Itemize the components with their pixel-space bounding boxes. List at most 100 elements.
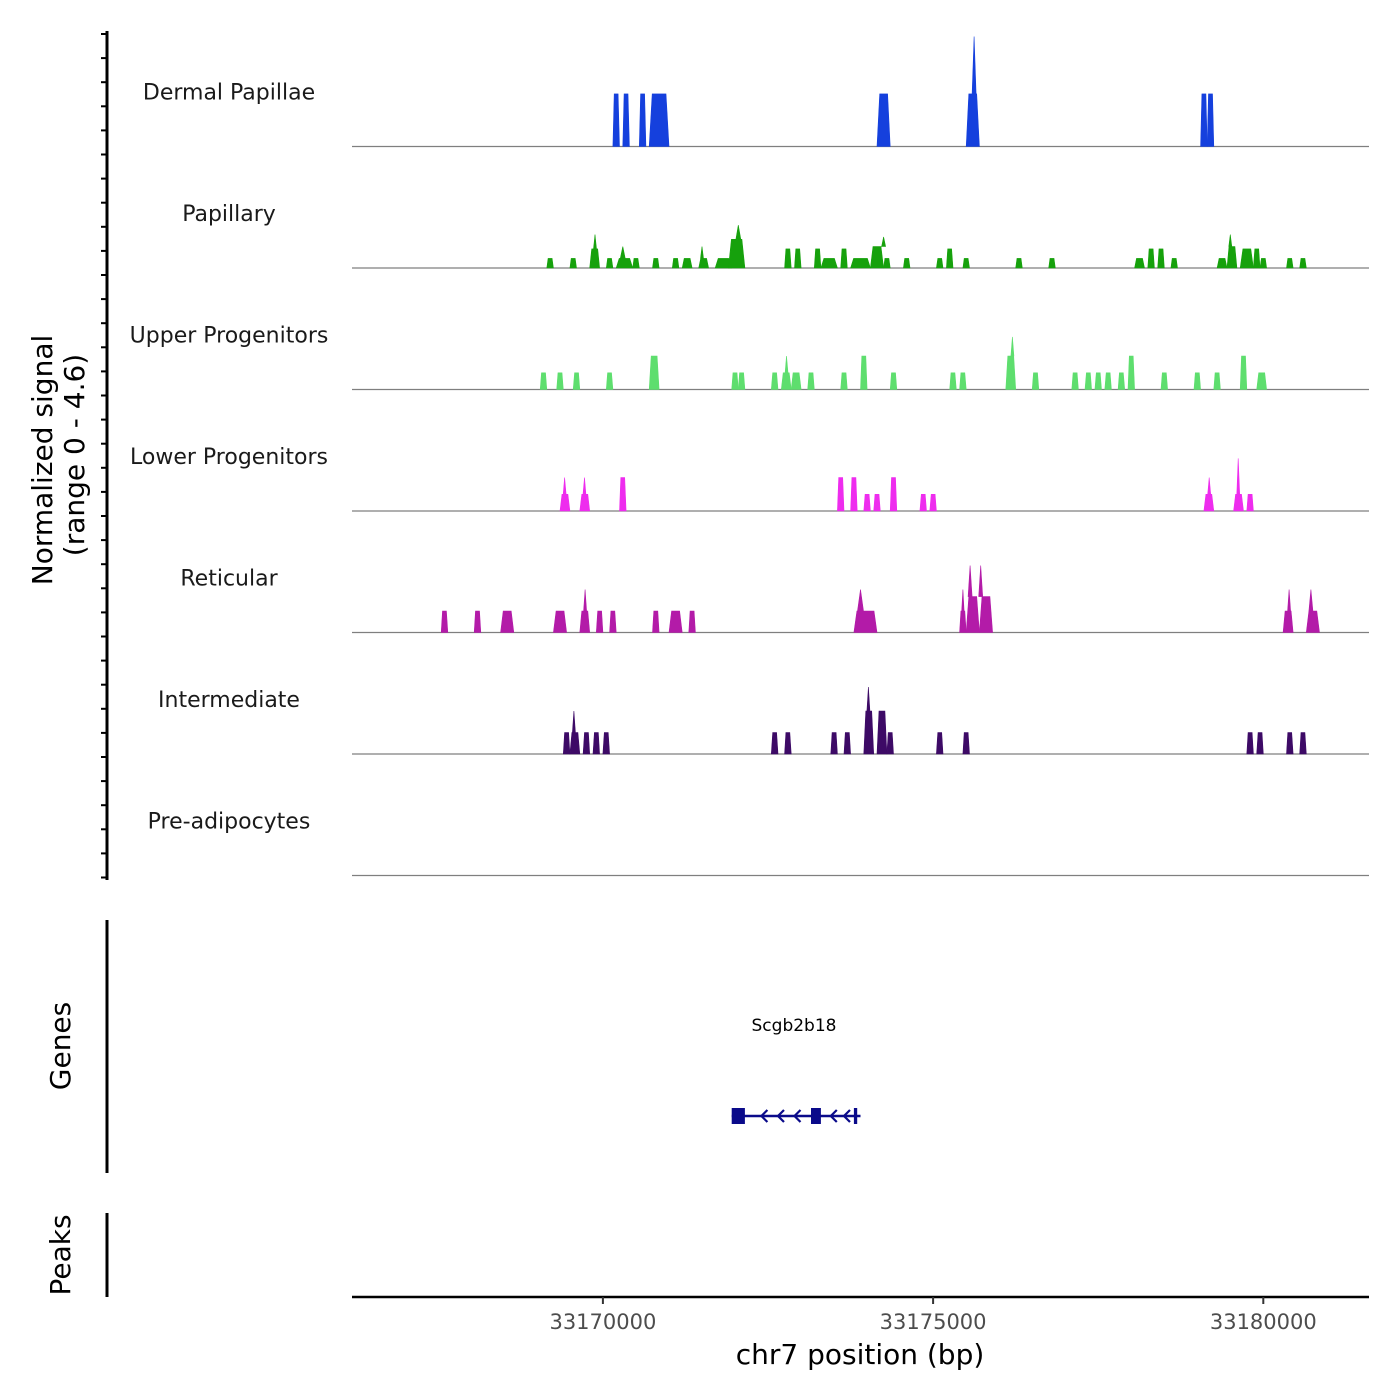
signal-peak bbox=[589, 234, 600, 269]
signal-peak bbox=[1071, 372, 1079, 390]
signal-peak bbox=[876, 93, 891, 147]
signal-peak bbox=[889, 372, 898, 390]
signal-peak bbox=[648, 355, 660, 390]
signal-peak bbox=[903, 258, 911, 269]
signal-peak bbox=[1206, 93, 1215, 147]
track-label: Pre-adipocytes bbox=[148, 810, 311, 835]
strand-arrow bbox=[759, 1109, 769, 1123]
x-axis-title: chr7 position (bp) bbox=[736, 1338, 985, 1371]
gene-exon bbox=[731, 1108, 745, 1124]
signal-peak bbox=[876, 710, 888, 755]
signal-peak bbox=[698, 246, 709, 269]
signal-peak bbox=[965, 565, 980, 633]
signal-peak bbox=[853, 589, 878, 633]
x-tick-label: 33175000 bbox=[880, 1310, 987, 1334]
peaks-track-label: Peaks bbox=[44, 1214, 77, 1295]
signal-peak bbox=[860, 355, 868, 390]
signal-peak bbox=[1286, 732, 1294, 755]
signal-peak bbox=[919, 494, 927, 512]
signal-peak bbox=[1299, 732, 1307, 755]
signal-peak bbox=[978, 565, 993, 633]
signal-peak bbox=[605, 372, 614, 390]
signal-peak bbox=[612, 93, 620, 147]
signal-peak bbox=[562, 732, 571, 755]
signal-peak bbox=[1256, 372, 1267, 390]
gene-exon bbox=[811, 1108, 821, 1124]
signal-peak bbox=[946, 248, 954, 269]
track-label: Papillary bbox=[182, 202, 276, 227]
track-lower-progenitors: Lower Progenitors bbox=[130, 445, 1369, 512]
signal-peak bbox=[820, 258, 838, 269]
signal-peak bbox=[1253, 248, 1261, 269]
signal-peak bbox=[873, 494, 881, 512]
gene-model: Scgb2b18 bbox=[731, 1016, 861, 1124]
signal-peak bbox=[870, 236, 886, 269]
signal-peak bbox=[886, 732, 894, 755]
signal-peak bbox=[473, 610, 482, 633]
signal-peak bbox=[959, 589, 967, 633]
track-papillary: Papillary bbox=[182, 202, 1369, 269]
signal-peak bbox=[1233, 458, 1244, 512]
track-label: Dermal Papillae bbox=[143, 81, 315, 106]
track-label: Intermediate bbox=[158, 688, 300, 713]
signal-peak bbox=[579, 589, 591, 633]
signal-peak bbox=[579, 477, 591, 512]
signal-peak bbox=[780, 355, 792, 390]
signal-peak bbox=[1213, 372, 1221, 390]
signal-peak bbox=[668, 610, 683, 633]
track-reticular: Reticular bbox=[180, 565, 1369, 634]
signal-peak bbox=[632, 258, 640, 269]
signal-peak bbox=[1203, 477, 1215, 512]
signal-peak bbox=[790, 372, 802, 390]
signal-peak bbox=[648, 93, 670, 147]
signal-peak bbox=[572, 372, 581, 390]
gene-name-label: Scgb2b18 bbox=[752, 1016, 837, 1036]
signal-peak bbox=[569, 710, 581, 755]
signal-peak bbox=[615, 246, 634, 269]
signal-peak bbox=[556, 372, 564, 390]
signal-peak bbox=[850, 258, 871, 269]
strand-arrow bbox=[776, 1109, 785, 1123]
gene-exon bbox=[853, 1108, 858, 1124]
x-axis-ticks: 33170000 33175000 33180000 bbox=[549, 1297, 1317, 1334]
signal-peak bbox=[1005, 336, 1017, 390]
signal-peak bbox=[602, 732, 610, 755]
x-tick-label: 33170000 bbox=[549, 1310, 656, 1334]
signal-peak bbox=[1094, 372, 1102, 390]
signal-peak bbox=[1239, 355, 1248, 390]
signal-peak bbox=[1084, 372, 1092, 390]
signal-peak bbox=[1015, 258, 1023, 269]
signal-peak bbox=[784, 732, 792, 755]
signal-peak bbox=[440, 610, 449, 633]
signal-peak bbox=[794, 248, 802, 269]
signal-peak bbox=[652, 258, 660, 269]
signal-peak bbox=[959, 372, 967, 390]
signal-peak bbox=[965, 36, 980, 147]
signal-peak bbox=[1216, 258, 1228, 269]
signal-peak bbox=[840, 372, 848, 390]
signal-peak bbox=[813, 248, 822, 269]
signal-peak bbox=[714, 258, 733, 269]
signal-peak bbox=[1256, 732, 1264, 755]
signal-peak bbox=[1193, 372, 1201, 390]
signal-peak bbox=[1259, 258, 1267, 269]
signal-peak bbox=[728, 224, 746, 269]
signal-peak bbox=[609, 610, 617, 633]
signal-peak bbox=[1282, 589, 1294, 633]
signal-peak bbox=[962, 258, 970, 269]
strand-arrow bbox=[792, 1109, 802, 1123]
signal-peak bbox=[1200, 93, 1208, 147]
signal-peak bbox=[671, 258, 680, 269]
signal-peak bbox=[1246, 494, 1254, 512]
signal-peak bbox=[830, 732, 838, 755]
signal-peak bbox=[1117, 372, 1126, 390]
track-intermediate: Intermediate bbox=[158, 686, 1369, 755]
track-label: Upper Progenitors bbox=[130, 324, 329, 349]
signal-peak bbox=[500, 610, 515, 633]
signal-peak bbox=[1031, 372, 1040, 390]
signal-peak bbox=[652, 610, 660, 633]
signal-peak bbox=[770, 732, 779, 755]
signal-peak bbox=[863, 494, 871, 512]
signal-peak bbox=[1134, 258, 1145, 269]
